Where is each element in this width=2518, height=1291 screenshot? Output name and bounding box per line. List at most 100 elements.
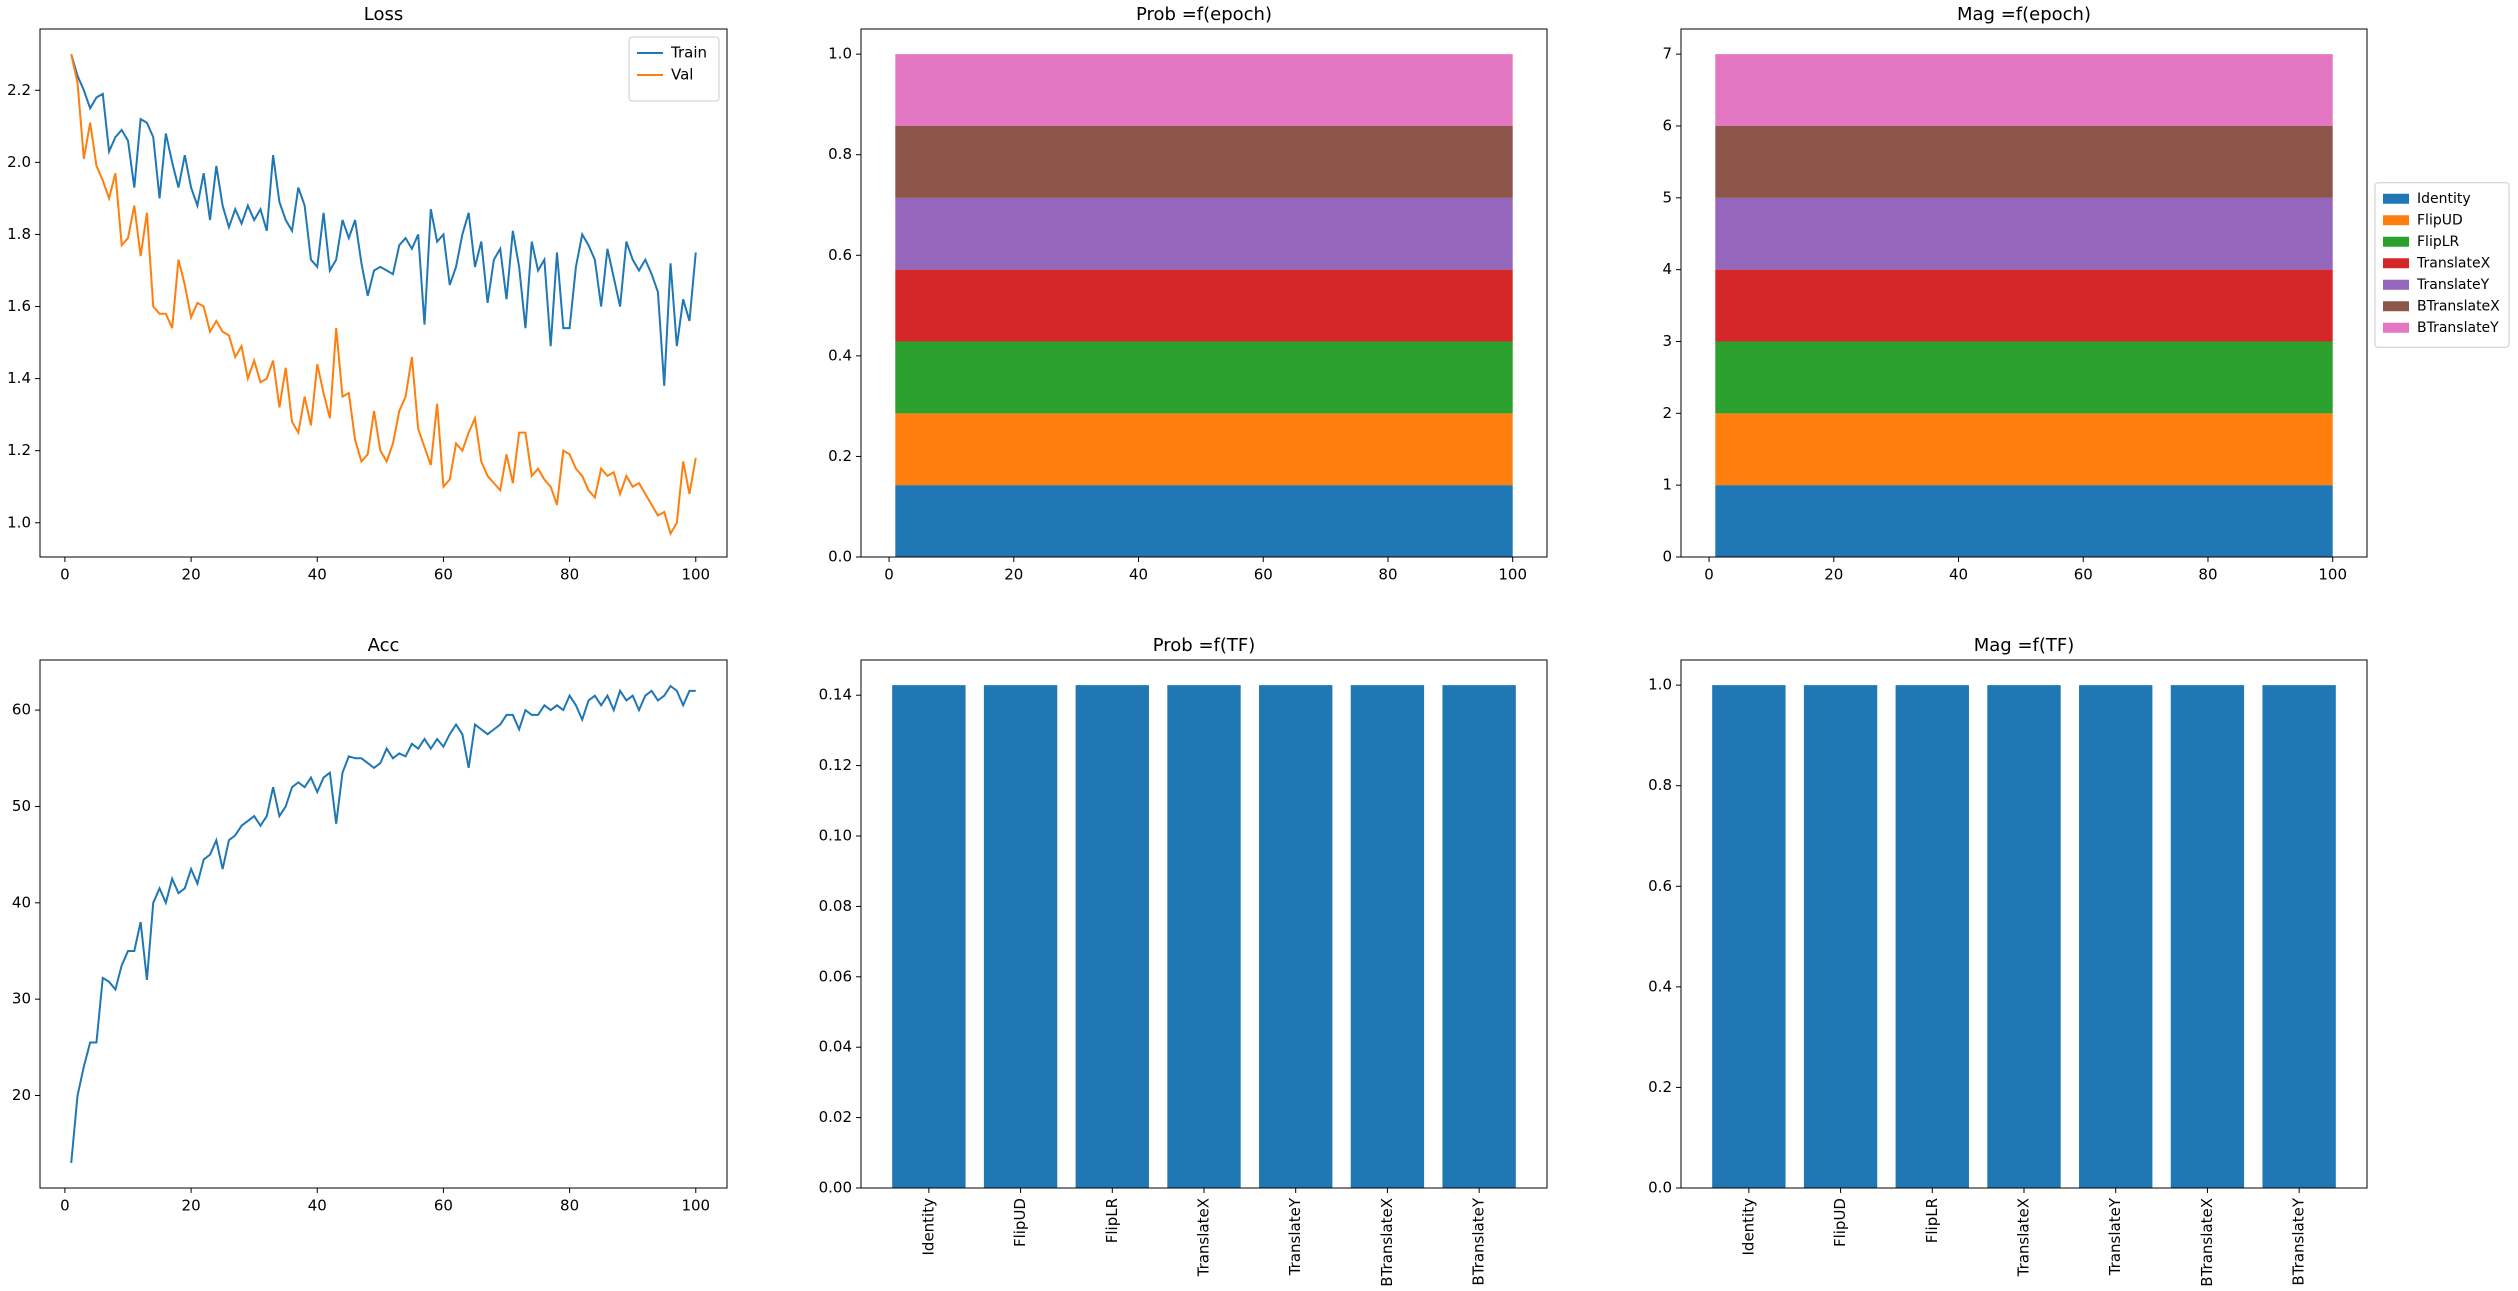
y-tick-label: 1.2 bbox=[7, 441, 31, 459]
x-tick-label: 60 bbox=[434, 1197, 453, 1215]
x-tick-label: FlipLR bbox=[1923, 1198, 1941, 1243]
x-tick-label: 60 bbox=[2074, 566, 2093, 584]
y-tick-label: 1.0 bbox=[7, 513, 31, 531]
subplot-title: Acc bbox=[368, 635, 400, 656]
y-tick-label: 1.0 bbox=[828, 45, 852, 63]
line bbox=[70, 54, 697, 537]
line bbox=[70, 53, 697, 386]
x-tick-label: TranslateX bbox=[2015, 1198, 2033, 1277]
x-tick-label: 20 bbox=[182, 566, 201, 584]
x-tick-label: Identity bbox=[1739, 1198, 1757, 1256]
legend-swatch bbox=[2383, 215, 2409, 226]
y-tick-label: 4 bbox=[1662, 260, 1672, 278]
bar bbox=[1987, 685, 2061, 1188]
legend-label: Train bbox=[670, 44, 707, 62]
x-tick-label: 40 bbox=[308, 566, 327, 584]
bar bbox=[1167, 685, 1241, 1188]
y-tick-label: 3 bbox=[1662, 332, 1672, 350]
y-tick-label: 20 bbox=[12, 1086, 31, 1104]
x-tick-label: FlipUD bbox=[1011, 1198, 1029, 1247]
x-tick-label: 20 bbox=[1004, 566, 1023, 584]
axes-frame bbox=[860, 28, 1548, 558]
area bbox=[1715, 125, 2333, 198]
x-tick-label: BTranslateY bbox=[1470, 1197, 1488, 1285]
y-tick-label: 1.8 bbox=[7, 225, 31, 243]
x-tick-label: 20 bbox=[182, 1197, 201, 1215]
y-tick-label: 0.0 bbox=[828, 548, 852, 566]
area bbox=[895, 269, 1513, 342]
subplot: Mag =f(TF) Identity FlipUD FlipLR TranslateX… bbox=[1648, 635, 2368, 1287]
subplot: Prob =f(TF) Identity FlipUD FlipLR Translate… bbox=[819, 635, 1548, 1287]
x-tick-label: 40 bbox=[308, 1197, 327, 1215]
bar bbox=[1350, 685, 1425, 1188]
bar bbox=[1895, 685, 1969, 1188]
subplot: Loss 1.0 1.2 1.4 1.6 1.8 2.0 2.2 0 20 40 60 80 100 Tra… bbox=[7, 4, 728, 584]
subplot: Acc 20 30 40 50 60 0 20 40 60 80 100 bbox=[12, 635, 728, 1215]
y-tick-label: 6 bbox=[1662, 116, 1672, 134]
y-tick-label: 0.4 bbox=[1648, 977, 1672, 995]
x-tick-label: 20 bbox=[1824, 566, 1843, 584]
area bbox=[1715, 413, 2333, 486]
subplot: Mag =f(epoch) 0 1 2 3 4 5 6 7 0 20 40 60 80 100 Identit… bbox=[1662, 4, 2510, 584]
legend-swatch bbox=[2383, 193, 2409, 204]
x-tick-label: 0 bbox=[884, 566, 894, 584]
subplot-title: Mag =f(epoch) bbox=[1957, 4, 2091, 25]
subplot-title: Loss bbox=[364, 4, 403, 25]
x-tick-label: 80 bbox=[560, 1197, 579, 1215]
y-tick-label: 40 bbox=[12, 893, 31, 911]
axes-frame bbox=[1680, 659, 2368, 1189]
axes-frame bbox=[39, 28, 728, 558]
subplot-title: Mag =f(TF) bbox=[1974, 635, 2075, 656]
area bbox=[1715, 197, 2333, 270]
x-tick-label: 80 bbox=[560, 566, 579, 584]
y-tick-label: 0.04 bbox=[819, 1038, 852, 1056]
y-tick-label: 1.6 bbox=[7, 297, 31, 315]
bar bbox=[1803, 685, 1878, 1188]
y-tick-label: 1.0 bbox=[1648, 676, 1672, 694]
y-tick-label: 0.0 bbox=[1648, 1179, 1672, 1197]
x-tick-label: 100 bbox=[2318, 566, 2347, 584]
subplot-title: Prob =f(epoch) bbox=[1136, 4, 1272, 25]
area bbox=[895, 54, 1513, 126]
subplot-title: Prob =f(TF) bbox=[1153, 635, 1256, 656]
bar bbox=[1712, 685, 1786, 1188]
bar bbox=[2262, 685, 2336, 1188]
x-tick-label: 40 bbox=[1949, 566, 1968, 584]
bar bbox=[892, 685, 966, 1188]
y-tick-label: 0.10 bbox=[819, 827, 852, 845]
y-tick-label: 7 bbox=[1662, 45, 1672, 63]
y-tick-label: 0.2 bbox=[1648, 1078, 1672, 1096]
area bbox=[1715, 269, 2333, 342]
legend-label: TranslateY bbox=[2416, 277, 2490, 293]
y-tick-label: 0.4 bbox=[828, 346, 852, 364]
bar bbox=[983, 685, 1058, 1188]
x-tick-label: 0 bbox=[60, 566, 70, 584]
x-tick-label: 100 bbox=[681, 1197, 710, 1215]
x-tick-label: 100 bbox=[1498, 566, 1527, 584]
bar bbox=[1259, 685, 1333, 1188]
x-tick-label: 0 bbox=[1704, 566, 1714, 584]
y-tick-label: 30 bbox=[12, 990, 31, 1008]
x-tick-label: TranslateX bbox=[1195, 1198, 1213, 1277]
x-tick-label: 0 bbox=[60, 1197, 70, 1215]
y-tick-label: 0.8 bbox=[1648, 776, 1672, 794]
legend-swatch bbox=[2383, 322, 2409, 333]
legend-swatch bbox=[2383, 279, 2409, 290]
legend-label: Val bbox=[671, 66, 693, 84]
x-tick-label: 100 bbox=[681, 566, 710, 584]
x-tick-label: BTranslateX bbox=[1378, 1198, 1396, 1287]
y-tick-label: 60 bbox=[12, 701, 31, 719]
axes-frame bbox=[1680, 28, 2368, 558]
legend-label: Identity bbox=[2417, 191, 2471, 207]
bar bbox=[1442, 685, 1516, 1188]
y-tick-label: 0.08 bbox=[819, 897, 852, 915]
x-tick-label: 60 bbox=[434, 566, 453, 584]
area bbox=[1715, 341, 2333, 414]
y-tick-label: 0.2 bbox=[828, 447, 852, 465]
legend-label: FlipLR bbox=[2417, 234, 2460, 250]
y-tick-label: 0.12 bbox=[819, 756, 852, 774]
y-tick-label: 0.8 bbox=[828, 145, 852, 163]
legend-label: FlipUD bbox=[2417, 212, 2463, 228]
area bbox=[895, 485, 1513, 557]
